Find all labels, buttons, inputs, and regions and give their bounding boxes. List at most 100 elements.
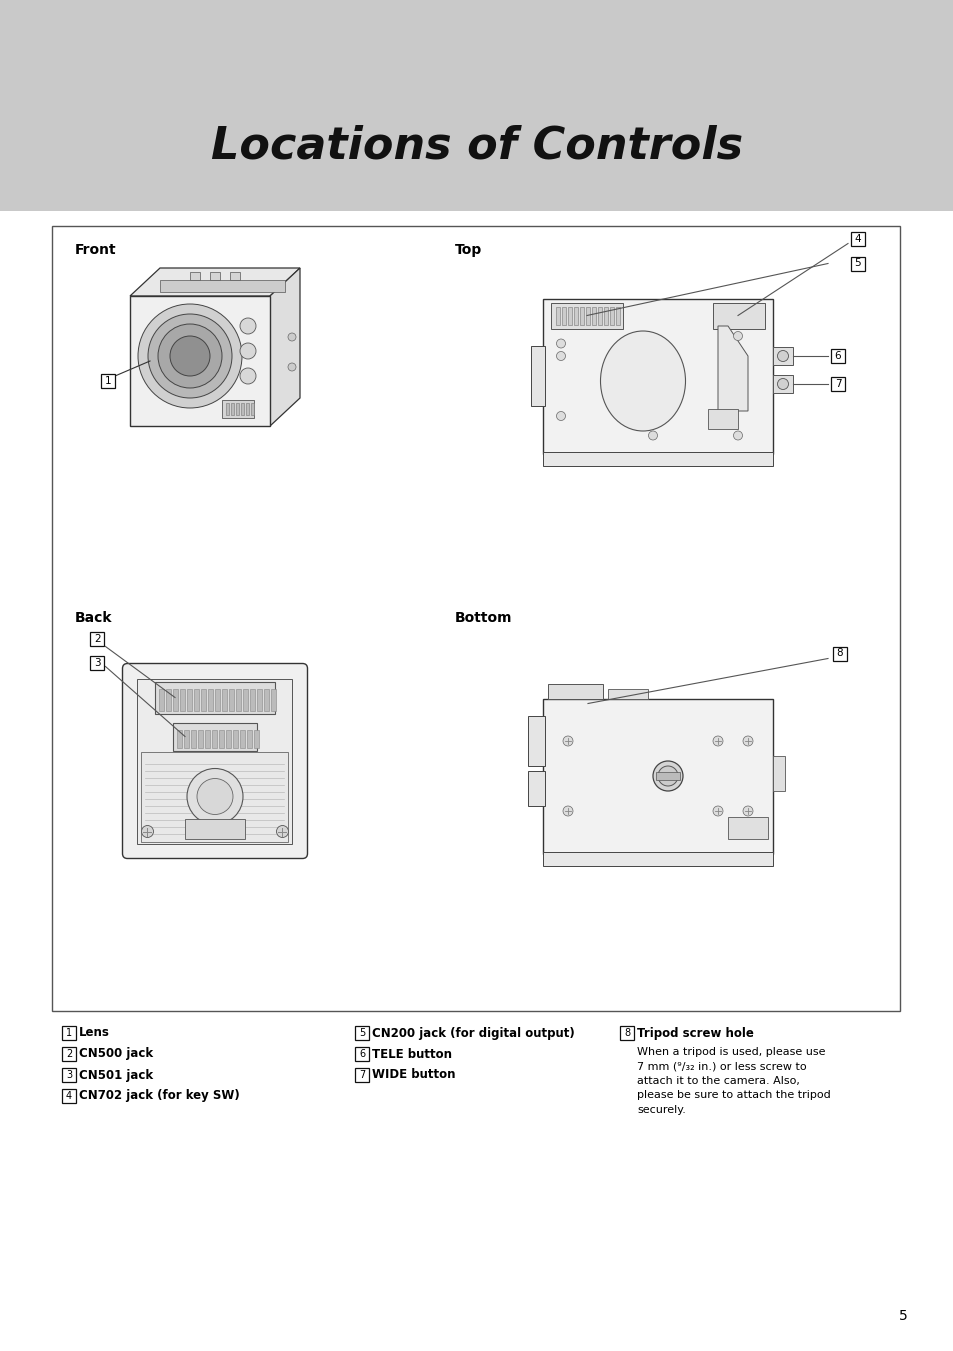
Bar (212, 730, 216, 747)
Bar (159, 689, 164, 711)
Bar (226, 730, 231, 747)
Circle shape (733, 331, 741, 340)
Bar (830, 377, 844, 390)
Ellipse shape (599, 331, 685, 431)
Bar (233, 730, 237, 747)
Bar (574, 307, 578, 324)
Text: 7: 7 (834, 380, 841, 389)
Bar (101, 374, 115, 388)
Bar (772, 757, 784, 790)
Bar (177, 730, 182, 747)
Circle shape (712, 736, 722, 746)
Circle shape (556, 339, 565, 349)
FancyBboxPatch shape (122, 663, 307, 858)
Bar (772, 376, 792, 393)
Bar (160, 280, 285, 292)
Bar (191, 730, 195, 747)
Circle shape (562, 807, 573, 816)
Bar (250, 689, 254, 711)
Bar (355, 1025, 369, 1040)
Polygon shape (718, 326, 747, 411)
Text: 6: 6 (834, 351, 841, 361)
Bar (619, 1025, 634, 1040)
Bar (137, 678, 293, 843)
Text: 3: 3 (94, 658, 101, 667)
Circle shape (556, 412, 565, 420)
Bar (241, 403, 244, 415)
Text: 2: 2 (66, 1048, 72, 1059)
Circle shape (276, 825, 288, 838)
Text: CN500 jack: CN500 jack (79, 1047, 153, 1061)
Circle shape (187, 769, 243, 824)
Bar (355, 1069, 369, 1082)
Bar (542, 698, 772, 854)
Bar (52, 226, 899, 1011)
Circle shape (240, 367, 255, 384)
Bar (561, 307, 565, 324)
Bar (592, 307, 596, 324)
Bar (185, 819, 245, 839)
Bar (527, 716, 544, 766)
Text: 1: 1 (66, 1028, 72, 1038)
Bar (240, 730, 245, 747)
Text: 5: 5 (358, 1028, 365, 1038)
Text: Tripod screw hole: Tripod screw hole (637, 1027, 753, 1039)
Bar (556, 307, 559, 324)
Circle shape (777, 378, 788, 389)
Text: When a tripod is used, please use
7 mm (⁹/₃₂ in.) or less screw to
attach it to : When a tripod is used, please use 7 mm (… (637, 1047, 830, 1115)
Bar (198, 730, 203, 747)
Circle shape (742, 807, 752, 816)
Bar (531, 346, 544, 407)
Circle shape (652, 761, 682, 790)
Bar (154, 681, 274, 713)
Bar (772, 347, 792, 365)
Bar (603, 307, 607, 324)
Polygon shape (270, 267, 299, 426)
Circle shape (170, 336, 210, 376)
Bar (219, 730, 224, 747)
Text: TELE button: TELE button (372, 1047, 452, 1061)
Bar (0, 0, 953, 211)
Text: Front: Front (75, 243, 116, 257)
Bar (62, 1069, 76, 1082)
Circle shape (240, 317, 255, 334)
Circle shape (288, 363, 295, 372)
Bar (201, 689, 206, 711)
Bar (62, 1047, 76, 1061)
Text: 3: 3 (66, 1070, 72, 1079)
Circle shape (562, 736, 573, 746)
Bar (607, 689, 647, 698)
Bar (247, 730, 252, 747)
Text: 8: 8 (836, 648, 842, 658)
Bar (243, 689, 248, 711)
Circle shape (712, 807, 722, 816)
Circle shape (138, 304, 242, 408)
Bar (598, 307, 601, 324)
Bar (91, 631, 105, 646)
Circle shape (141, 825, 153, 838)
Text: 8: 8 (623, 1028, 629, 1038)
Circle shape (658, 766, 678, 786)
Bar (235, 403, 239, 415)
Bar (542, 451, 772, 466)
Circle shape (148, 313, 232, 399)
Bar (193, 689, 199, 711)
Bar (214, 689, 220, 711)
Bar (246, 403, 249, 415)
Bar (190, 272, 200, 280)
Bar (208, 689, 213, 711)
Circle shape (240, 343, 255, 359)
Circle shape (196, 778, 233, 815)
Bar (62, 1025, 76, 1040)
Bar (547, 684, 602, 698)
Bar (355, 1047, 369, 1061)
Bar (832, 647, 846, 661)
Bar (707, 408, 738, 428)
Text: 5: 5 (899, 1309, 907, 1323)
Bar (727, 816, 767, 839)
Text: 4: 4 (854, 234, 861, 243)
Bar (91, 655, 105, 670)
Bar (187, 689, 192, 711)
Bar (62, 1089, 76, 1102)
Circle shape (777, 350, 788, 362)
